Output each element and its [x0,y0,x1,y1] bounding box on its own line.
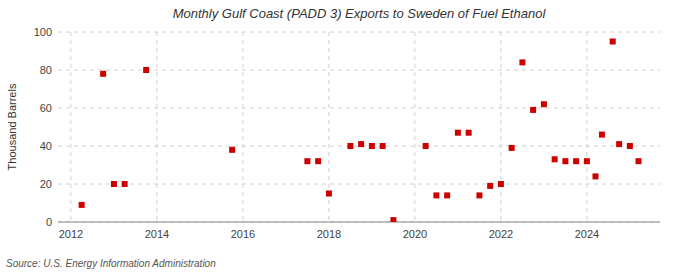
chart: 0 20 40 60 80 100 2012 2014 2016 2018 2020 2022 2024… [0,0,675,275]
x-tick-label: 2016 [231,228,255,240]
grid [58,32,660,222]
x-grid-line [500,32,501,222]
y-grid-line [58,108,660,109]
points [79,39,642,223]
point [455,130,461,136]
point [326,191,332,197]
y-grid-line [58,32,660,33]
point [562,158,568,164]
point [380,143,386,149]
y-grid-line [58,222,660,223]
point [552,156,558,162]
point [444,192,450,198]
x-tick-label: 2018 [317,228,341,240]
y-grid-line [58,184,660,185]
x-grid-line [156,32,157,222]
point [79,202,85,208]
point [509,145,515,151]
point [530,107,536,113]
x-tick-label: 2014 [145,228,169,240]
point [111,181,117,187]
point [610,39,616,45]
point [390,217,396,222]
y-tick-label: 40 [40,140,52,152]
y-tick-label: 100 [34,26,52,38]
point [229,147,235,153]
point [304,158,310,164]
x-grid-line [70,32,71,222]
point [519,59,525,65]
point [636,158,642,164]
point [100,71,106,77]
ticks: 0 20 40 60 80 100 2012 2014 2016 2018 2020 2022 2024 [34,26,600,240]
point [347,143,353,149]
x-tick-label: 2012 [59,228,83,240]
point [476,192,482,198]
point [573,158,579,164]
y-tick-label: 20 [40,178,52,190]
source-note: Source: U.S. Energy Information Administ… [6,258,216,269]
y-tick-label: 80 [40,64,52,76]
point [433,192,439,198]
point [315,158,321,164]
x-tick-label: 2020 [403,228,427,240]
title: Monthly Gulf Coast (PADD 3) Exports to S… [173,6,547,21]
point [358,141,364,147]
point [369,143,375,149]
point [498,181,504,187]
point [122,181,128,187]
x-grid-line [414,32,415,222]
point [616,141,622,147]
point [541,101,547,107]
x-grid-line [242,32,243,222]
point [466,130,472,136]
point [487,183,493,189]
y-axis-label: Thousand Barrels [6,83,18,170]
x-axis-line [58,222,660,223]
point [143,67,149,73]
point [584,158,590,164]
page: {"chart_data": {"type": "scatter", "titl… [0,0,675,275]
y-tick-label: 60 [40,102,52,114]
x-tick-label: 2022 [489,228,513,240]
point [423,143,429,149]
x-grid-line [586,32,587,222]
x-tick-label: 2024 [575,228,599,240]
point [599,132,605,138]
y-tick-label: 0 [46,216,52,228]
chart-container: 0 20 40 60 80 100 2012 2014 2016 2018 2020 2022 2024… [0,0,675,275]
point [627,143,633,149]
point [593,173,599,179]
